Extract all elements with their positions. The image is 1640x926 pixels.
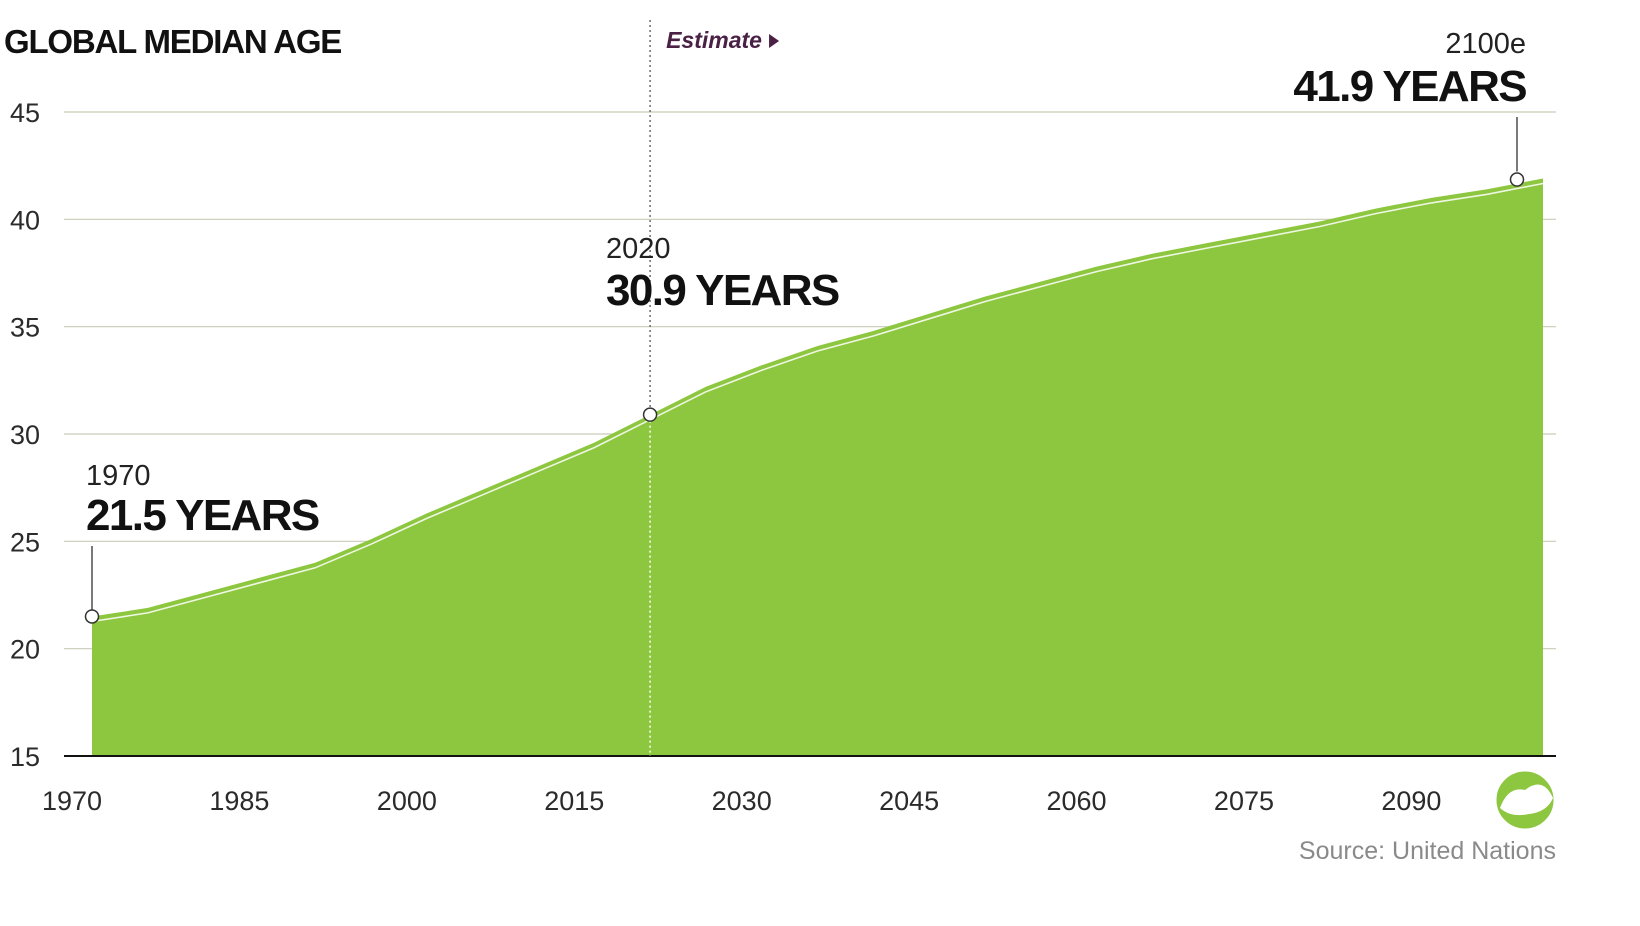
annotation-point-marker (1509, 172, 1525, 187)
x-axis-ticks: 1970 1985 2000 2015 2030 2045 2060 2075 2090 (42, 786, 1441, 816)
annotation-value-label: 30.9 YEARS (606, 266, 839, 315)
x-tick-label-2030: 2030 (712, 786, 772, 816)
x-tick-label-1985: 1985 (209, 786, 269, 816)
estimate-marker: Estimate (649, 20, 780, 756)
visual-capitalist-logo-icon (1493, 768, 1557, 832)
x-tick-label-1970: 1970 (42, 786, 102, 816)
annotation-value-label: 41.9 YEARS (1293, 62, 1526, 111)
chart-title: GLOBAL MEDIAN AGE (4, 23, 341, 60)
annotation-year-label: 2100e (1445, 28, 1526, 60)
logo-mark (1500, 784, 1553, 816)
y-tick-label-35: 35 (10, 313, 40, 343)
y-tick-label-40: 40 (10, 205, 40, 235)
x-tick-label-2045: 2045 (879, 786, 939, 816)
x-tick-label-2090: 2090 (1381, 786, 1441, 816)
annotation-year-label: 2020 (606, 233, 671, 265)
y-axis-ticks: 15 20 25 30 35 40 45 (10, 98, 40, 772)
y-tick-label-20: 20 (10, 635, 40, 665)
x-tick-label-2075: 2075 (1214, 786, 1274, 816)
annotation-value-label: 21.5 YEARS (86, 491, 319, 540)
annotation-point-marker (84, 609, 100, 624)
footer: Source: United Nations (1299, 768, 1557, 865)
x-tick-label-2000: 2000 (377, 786, 437, 816)
x-tick-label-2060: 2060 (1046, 786, 1106, 816)
source-note: Source: United Nations (1299, 837, 1556, 865)
y-tick-label-15: 15 (10, 742, 40, 772)
area-series (91, 178, 1544, 756)
median-age-area-highlight (91, 182, 1544, 623)
y-tick-label-45: 45 (10, 98, 40, 128)
estimate-label: Estimate (666, 27, 762, 53)
annotation-point-marker (642, 407, 658, 422)
median-age-area (92, 178, 1543, 756)
x-tick-label-2015: 2015 (544, 786, 604, 816)
logo-ring (1493, 768, 1557, 832)
y-tick-label-25: 25 (10, 527, 40, 557)
y-tick-label-30: 30 (10, 420, 40, 450)
annotation-year-label: 1970 (86, 460, 151, 492)
play-arrow-icon (769, 34, 780, 48)
